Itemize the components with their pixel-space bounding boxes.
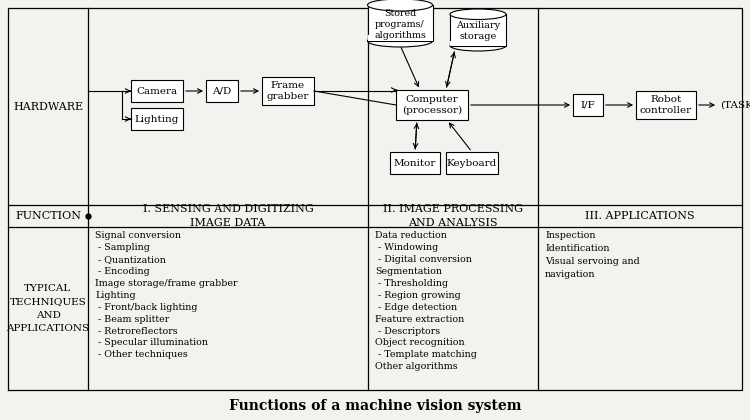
- Ellipse shape: [450, 9, 506, 19]
- Text: II. IMAGE PROCESSING
AND ANALYSIS: II. IMAGE PROCESSING AND ANALYSIS: [383, 205, 523, 228]
- Text: Computer
(processor): Computer (processor): [402, 95, 462, 115]
- FancyBboxPatch shape: [450, 40, 506, 46]
- FancyBboxPatch shape: [368, 35, 433, 41]
- Text: III. APPLICATIONS: III. APPLICATIONS: [585, 211, 694, 221]
- Text: TYPICAL
TECHNIQUES
AND
APPLICATIONS: TYPICAL TECHNIQUES AND APPLICATIONS: [7, 284, 89, 333]
- FancyBboxPatch shape: [446, 152, 498, 174]
- FancyBboxPatch shape: [368, 5, 433, 41]
- Text: Frame
grabber: Frame grabber: [267, 81, 309, 101]
- FancyBboxPatch shape: [396, 90, 468, 120]
- Text: I. SENSING AND DIGITIZING
IMAGE DATA: I. SENSING AND DIGITIZING IMAGE DATA: [142, 205, 314, 228]
- FancyBboxPatch shape: [131, 80, 183, 102]
- Text: HARDWARE: HARDWARE: [13, 102, 83, 111]
- FancyBboxPatch shape: [262, 77, 314, 105]
- FancyBboxPatch shape: [636, 91, 696, 119]
- FancyBboxPatch shape: [206, 80, 238, 102]
- Text: Data reduction
 - Windowing
 - Digital conversion
Segmentation
 - Thresholding
 : Data reduction - Windowing - Digital con…: [375, 231, 477, 371]
- FancyBboxPatch shape: [450, 14, 506, 46]
- Ellipse shape: [368, 35, 433, 47]
- Text: (TASK): (TASK): [720, 100, 750, 110]
- Text: Inspection
Identification
Visual servoing and
navigation: Inspection Identification Visual servoin…: [545, 231, 640, 278]
- Text: Auxiliary
storage: Auxiliary storage: [456, 21, 500, 41]
- Text: A/D: A/D: [212, 87, 232, 95]
- Text: Keyboard: Keyboard: [447, 158, 497, 168]
- Text: Monitor: Monitor: [394, 158, 436, 168]
- Text: Lighting: Lighting: [135, 115, 179, 123]
- Text: Signal conversion
 - Sampling
 - Quantization
 - Encoding
Image storage/frame gr: Signal conversion - Sampling - Quantizat…: [95, 231, 238, 360]
- FancyBboxPatch shape: [131, 108, 183, 130]
- Ellipse shape: [368, 0, 433, 11]
- Text: Functions of a machine vision system: Functions of a machine vision system: [229, 399, 521, 413]
- Text: Stored
programs/
algorithms: Stored programs/ algorithms: [374, 8, 426, 40]
- Text: Robot
controller: Robot controller: [640, 95, 692, 115]
- FancyBboxPatch shape: [390, 152, 440, 174]
- Text: Camera: Camera: [136, 87, 178, 95]
- FancyBboxPatch shape: [573, 94, 603, 116]
- Text: FUNCTION: FUNCTION: [15, 211, 81, 221]
- Ellipse shape: [450, 40, 506, 51]
- Text: I/F: I/F: [580, 100, 596, 110]
